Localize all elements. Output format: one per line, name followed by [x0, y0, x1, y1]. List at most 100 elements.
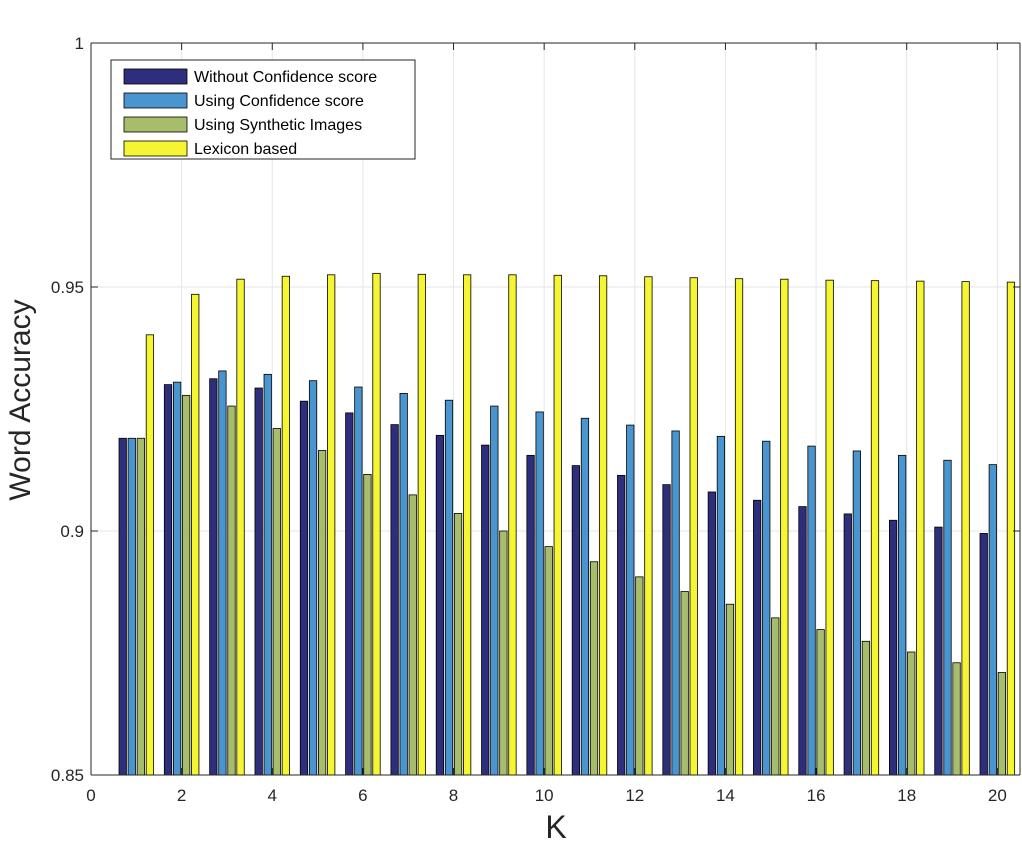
legend-swatch: [123, 116, 188, 133]
x-tick-label: 4: [268, 786, 277, 805]
bar: [689, 277, 698, 776]
bar: [526, 454, 535, 776]
bar: [535, 411, 544, 776]
bar: [707, 491, 716, 776]
legend-label: Using Confidence score: [194, 93, 364, 110]
x-tick-label: 8: [449, 786, 458, 805]
bar: [408, 494, 417, 776]
x-tick-label: 16: [807, 786, 826, 805]
bar: [544, 546, 553, 776]
bar: [943, 459, 952, 776]
bar: [626, 424, 635, 776]
bar: [490, 405, 499, 776]
bar: [191, 293, 200, 776]
bar: [898, 454, 907, 776]
bar: [399, 392, 408, 776]
bar: [327, 274, 336, 776]
bar: [816, 629, 825, 776]
bar: [163, 384, 173, 776]
x-axis-title: K: [545, 809, 566, 845]
bar: [227, 405, 236, 776]
bar: [508, 274, 517, 776]
legend-swatch: [123, 140, 188, 157]
bar: [734, 278, 744, 776]
bar: [671, 430, 680, 776]
bar: [852, 450, 861, 776]
bar: [254, 387, 263, 776]
bar: [372, 272, 381, 776]
bar: [725, 603, 735, 776]
bar: [499, 530, 508, 776]
bar: [127, 437, 136, 776]
bar: [272, 428, 281, 776]
bar: [299, 400, 309, 776]
bar: [118, 437, 127, 776]
legend-label: Lexicon based: [194, 141, 297, 158]
y-tick-label: 0.95: [51, 278, 84, 297]
x-tick-label: 18: [897, 786, 916, 805]
bar: [825, 279, 834, 776]
bar: [136, 437, 145, 776]
bar: [308, 380, 318, 776]
bar: [997, 672, 1006, 776]
bar: [716, 435, 726, 776]
bar: [345, 412, 354, 776]
legend-label: Without Confidence score: [194, 69, 377, 86]
bar: [236, 278, 245, 776]
bar: [934, 526, 943, 776]
bar: [889, 519, 898, 776]
bar: [807, 445, 816, 776]
legend: Without Confidence score Using Confidence…: [110, 59, 416, 160]
bar: [617, 474, 626, 776]
bar: [263, 373, 272, 776]
x-tick-label: 6: [358, 786, 367, 805]
x-tick-label: 14: [716, 786, 735, 805]
bar: [571, 465, 581, 776]
bars: [118, 272, 1016, 776]
bar: [662, 484, 671, 776]
bar: [961, 281, 970, 776]
bar: [317, 450, 327, 776]
bar: [916, 280, 925, 776]
bar: [390, 424, 399, 776]
bar: [861, 640, 871, 776]
bar: [363, 473, 372, 776]
tick-labels: 0 2 4 6 8 10 12 14 16 18 20 0.85 0.9 0.95 1: [51, 34, 1007, 805]
legend-label: Using Synthetic Images: [194, 117, 362, 134]
bar: [589, 561, 599, 776]
bar: [680, 591, 689, 776]
legend-swatch: [123, 68, 188, 85]
bar: [644, 276, 653, 776]
bar: [870, 280, 880, 776]
axes: [90, 42, 1021, 776]
bar: [798, 506, 807, 776]
bar: [580, 417, 590, 776]
bar: [435, 434, 445, 776]
bar: [780, 278, 789, 776]
bar: [952, 662, 961, 776]
bar: [172, 381, 182, 776]
bar: [762, 440, 771, 776]
bar: [635, 576, 644, 776]
bar: [444, 399, 454, 776]
bar: [218, 370, 227, 776]
bar: [354, 386, 363, 776]
x-tick-label: 20: [988, 786, 1007, 805]
x-tick-label: 0: [86, 786, 95, 805]
y-tick-label: 0.9: [60, 522, 84, 541]
bar: [481, 444, 490, 776]
bar: [417, 273, 426, 776]
y-tick-label: 0.85: [51, 766, 84, 785]
bar: [771, 617, 780, 776]
bar: [553, 274, 562, 776]
bar: [598, 275, 608, 776]
bar: [907, 651, 916, 776]
bar: [988, 464, 997, 776]
bar: [182, 394, 191, 776]
bar: [453, 513, 463, 776]
y-tick-label: 1: [75, 34, 84, 53]
bar: [209, 378, 218, 776]
x-tick-label: 10: [535, 786, 554, 805]
x-tick-label: 12: [625, 786, 644, 805]
